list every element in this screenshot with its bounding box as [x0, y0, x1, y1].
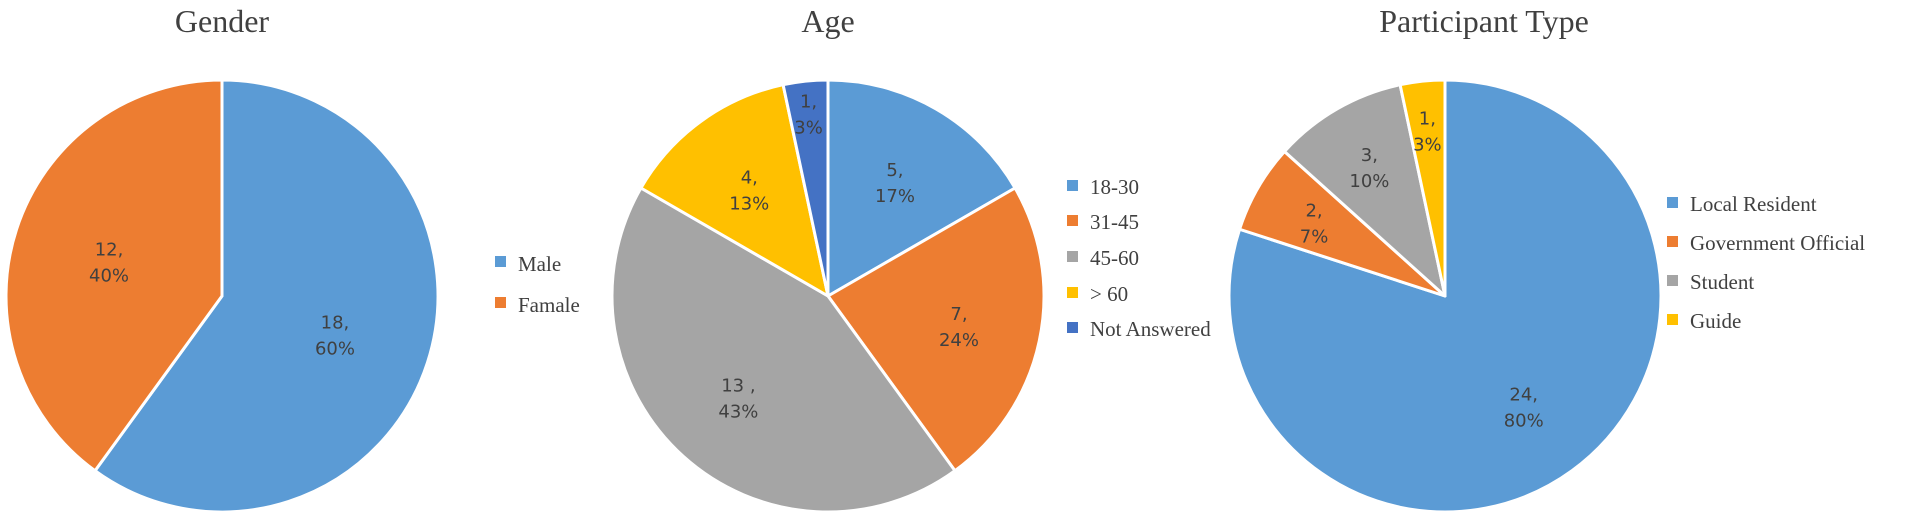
legend-swatch-student	[1667, 275, 1678, 286]
legend-swatch-45-60	[1067, 251, 1078, 262]
gender-chart-title: Gender	[175, 3, 270, 39]
gender-legend: Male Famale	[495, 252, 580, 317]
legend-label-31-45: 31-45	[1090, 210, 1139, 234]
legend-label-male: Male	[518, 252, 561, 276]
legend-label-45-60: 45-60	[1090, 246, 1139, 270]
legend-label-government-official: Government Official	[1690, 231, 1865, 255]
legend-swatch-local-resident	[1667, 197, 1678, 208]
legend-swatch-guide	[1667, 314, 1678, 325]
legend-label-18-30: 18-30	[1090, 175, 1139, 199]
legend-swatch-31-45	[1067, 215, 1078, 226]
data-label-famale: 12, 40%	[89, 239, 129, 286]
legend-swatch-government-official	[1667, 236, 1678, 247]
data-label-male: 18, 60%	[315, 313, 355, 360]
pie-slice-45-60	[610, 186, 957, 514]
data-label-guide: 1, 3%	[1413, 108, 1442, 155]
data-label-government-official: 2, 7%	[1300, 200, 1329, 247]
pie-slice-student	[1282, 83, 1447, 298]
legend-label-famale: Famale	[518, 293, 580, 317]
participant-type-legend: Local Resident Government Official Stude…	[1667, 192, 1865, 333]
data-label-local-resident: 24, 80%	[1504, 384, 1544, 431]
legend-swatch-over-60	[1067, 287, 1078, 298]
legend-label-guide: Guide	[1690, 309, 1741, 333]
data-label-not-answered: 1, 3%	[794, 91, 823, 138]
legend-swatch-not-answered	[1067, 322, 1078, 333]
legend-swatch-18-30	[1067, 180, 1078, 191]
pie-slice-male	[93, 78, 440, 514]
pie-slice-not-answered	[781, 78, 830, 298]
legend-swatch-famale	[495, 297, 506, 308]
data-label-45-60: 13 , 43%	[718, 376, 758, 423]
data-label-31-45: 7, 24%	[939, 304, 979, 351]
participant-type-pie: 24, 80% 2, 7% 3, 10% 1, 3%	[1227, 78, 1663, 514]
legend-label-local-resident: Local Resident	[1690, 192, 1817, 216]
legend-label-student: Student	[1690, 270, 1754, 294]
legend-label-not-answered: Not Answered	[1090, 317, 1211, 341]
pie-slice-18-30	[826, 78, 1017, 298]
legend-label-over-60: > 60	[1090, 282, 1128, 306]
data-label-18-30: 5, 17%	[875, 160, 915, 207]
data-label-student: 3, 10%	[1349, 145, 1389, 192]
participant-type-chart: Participant Type 24, 80% 2, 7% 3, 10% 1, 3% Loc…	[1227, 3, 1865, 514]
age-chart-title: Age	[801, 3, 854, 39]
age-legend: 18-30 31-45 45-60 > 60 Not Answered	[1067, 175, 1211, 341]
age-chart: Age 5, 17% 7, 24% 13 , 43% 4, 13% 1, 3% 18-30 31-…	[610, 3, 1211, 514]
pie-slice-31-45	[826, 186, 1046, 473]
gender-chart: Gender 18, 60% 12, 40% Male Famale	[4, 3, 580, 514]
legend-swatch-male	[495, 256, 506, 267]
data-label-60: 4, 13%	[729, 168, 769, 215]
gender-pie: 18, 60% 12, 40%	[4, 78, 440, 514]
pie-slice-guide	[1398, 78, 1447, 298]
participant-type-chart-title: Participant Type	[1379, 3, 1589, 39]
pie-slice-60	[639, 83, 830, 298]
pie-slice-famale	[4, 78, 224, 473]
age-pie: 5, 17% 7, 24% 13 , 43% 4, 13% 1, 3%	[610, 78, 1046, 514]
